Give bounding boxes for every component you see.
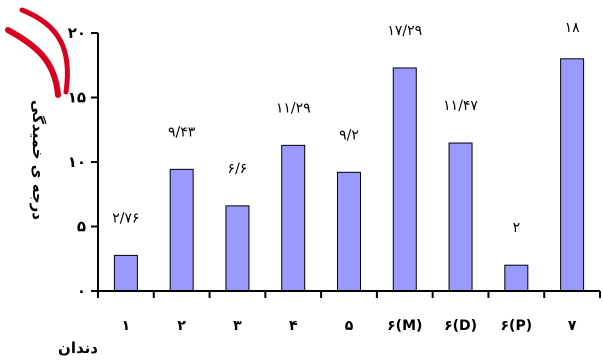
bar xyxy=(504,264,529,292)
data-label: ۹/۲ xyxy=(339,127,359,143)
x-tick-label: ۷ xyxy=(568,318,577,334)
bar xyxy=(281,144,306,292)
y-tick-label: ۱۵ xyxy=(68,89,86,107)
data-label: ۱۱/۲۹ xyxy=(276,100,311,116)
bar xyxy=(113,254,138,292)
bar xyxy=(560,58,585,292)
bar xyxy=(225,205,250,292)
data-label: ۶/۶ xyxy=(228,161,248,177)
x-tick-label: ۱ xyxy=(122,318,131,334)
data-label: ۱۷/۲۹ xyxy=(387,23,422,39)
x-tick-label: ۶(P) xyxy=(501,318,533,334)
bars-group xyxy=(113,58,585,292)
x-axis-title: دندان xyxy=(58,339,98,357)
x-tick-label: ۵ xyxy=(345,318,354,334)
x-tick-label: ۴ xyxy=(289,318,298,334)
data-label: ۲/۷۶ xyxy=(112,210,139,226)
bar xyxy=(392,67,417,292)
x-tick-label: ۶(D) xyxy=(444,318,477,334)
data-label: ۹/۴۳ xyxy=(168,124,196,140)
y-tick-label: ۲۰ xyxy=(68,24,86,42)
bar xyxy=(448,142,473,292)
data-label: ۱۸ xyxy=(565,20,581,36)
y-tick-label: ۱۰ xyxy=(68,153,86,171)
data-label: ۲ xyxy=(513,220,521,236)
axes-group xyxy=(91,32,601,298)
y-tick-label: ۵ xyxy=(77,218,86,236)
tick-labels-group: ۰ ۵ ۱۰ ۱۵ ۲۰ ۱ ۲ ۳ ۴ ۵ ۶(M) ۶(D) ۶(P) ۷ xyxy=(68,24,577,334)
watermark-logo xyxy=(5,7,70,98)
x-tick-label: ۶(M) xyxy=(387,318,422,334)
bar xyxy=(337,171,361,292)
bar xyxy=(169,168,194,292)
y-tick-label: ۰ xyxy=(77,282,86,300)
x-tick-label: ۳ xyxy=(233,318,242,334)
data-labels-group: ۲/۷۶ ۹/۴۳ ۶/۶ ۱۱/۲۹ ۹/۲ ۱۷/۲۹ ۱۱/۴۷ ۲ ۱۸ xyxy=(112,20,580,236)
x-tick-label: ۲ xyxy=(177,318,186,334)
y-axis-title: درجه ی خمیدگی xyxy=(29,100,47,220)
data-label: ۱۱/۴۷ xyxy=(443,98,478,114)
